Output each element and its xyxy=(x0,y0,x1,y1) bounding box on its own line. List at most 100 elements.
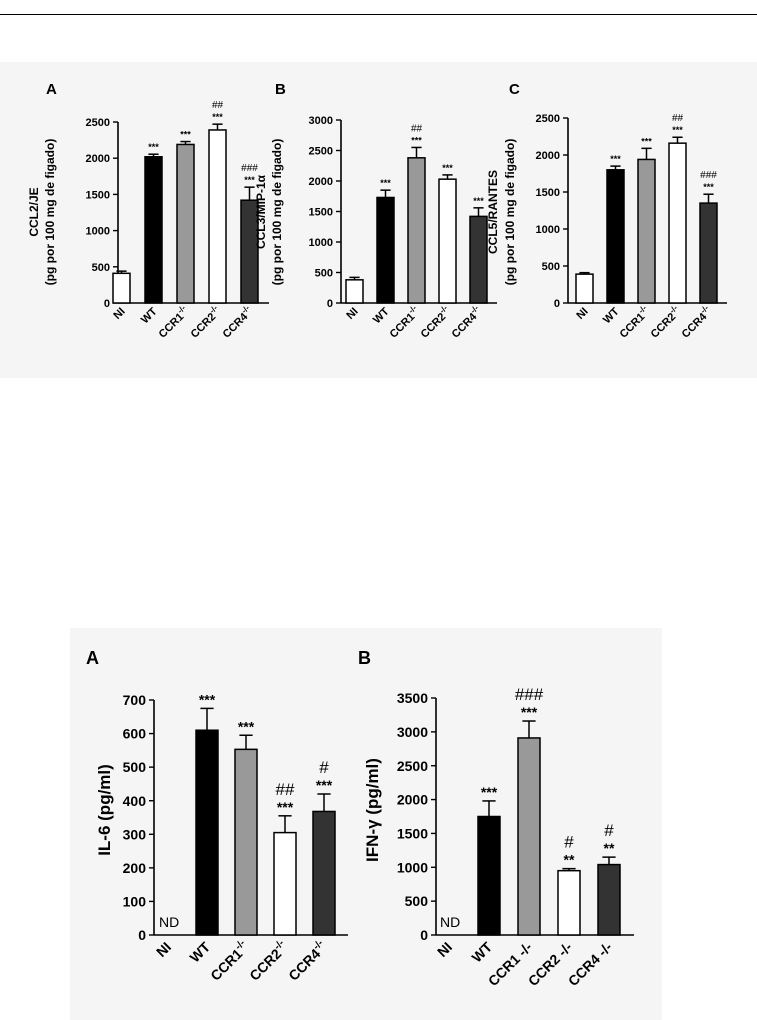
y-tick-label: 2000 xyxy=(309,176,333,188)
category-label-superscript: -/- xyxy=(699,303,711,315)
significance-stars: *** xyxy=(212,112,223,122)
y-tick-label: 0 xyxy=(420,927,428,943)
nd-label: ND xyxy=(440,914,460,930)
significance-stars: *** xyxy=(703,182,714,192)
y-tick-label: 3000 xyxy=(397,724,428,740)
y-tick-label: 0 xyxy=(327,298,333,310)
y-tick-label: 2500 xyxy=(309,145,333,157)
bar-ccr1 xyxy=(176,143,195,304)
y-tick-label: 700 xyxy=(123,692,147,708)
category-label: CCR1-/- xyxy=(206,938,252,984)
y-tick-label: 1500 xyxy=(536,187,560,199)
category-label-name: NI xyxy=(111,306,127,322)
page-top-rule xyxy=(0,14,757,15)
category-label: CCR1-/- xyxy=(155,303,192,340)
category-label-name: NI xyxy=(574,306,590,322)
category-label-name: WT xyxy=(186,938,213,965)
category-label-name: WT xyxy=(139,305,160,326)
significance-hashes: ### xyxy=(241,163,258,174)
category-label-superscript: -/- xyxy=(637,303,649,315)
bar-ccr4 xyxy=(469,215,488,304)
panel-letter: A xyxy=(86,648,99,668)
significance-stars: *** xyxy=(481,784,498,800)
bar-wt xyxy=(144,156,163,304)
bar-ccr2 xyxy=(668,142,687,304)
bar-wt xyxy=(606,169,625,304)
y-tick-label: 500 xyxy=(123,759,147,775)
y-tick-label: 1500 xyxy=(309,206,333,218)
significance-hashes: ## xyxy=(672,113,684,124)
panel-letter: B xyxy=(275,81,286,98)
significance-stars: *** xyxy=(316,777,333,793)
y-tick-label: 0 xyxy=(138,927,146,943)
y-tick-label: 3000 xyxy=(309,115,333,127)
significance-stars: ** xyxy=(604,840,615,856)
bar-ccr4 xyxy=(240,199,259,304)
chart-panel-figure_bottom-a: A 0 100 200 300 400 500 600 700 IL-6 (pg/ml) ND NI *… xyxy=(86,648,348,984)
significance-stars: *** xyxy=(473,196,484,206)
y-tick-label: 400 xyxy=(123,793,147,809)
significance-stars: *** xyxy=(238,718,255,734)
category-label-superscript: -/- xyxy=(469,303,481,315)
y-tick-label: 100 xyxy=(123,893,147,909)
significance-hashes: ### xyxy=(515,685,544,704)
category-label-superscript: -/- xyxy=(438,303,450,315)
category-label-name: CCR4 -/- xyxy=(565,939,616,990)
category-label: NI xyxy=(344,306,360,322)
y-tick-label: 0 xyxy=(104,298,110,310)
category-label: WT xyxy=(601,305,622,326)
bar-wt xyxy=(477,815,501,936)
bar-wt xyxy=(376,196,395,304)
significance-hashes: # xyxy=(564,833,574,852)
y-tick-label: 500 xyxy=(542,261,560,273)
panel-letter: B xyxy=(358,648,371,668)
y-tick-label: 500 xyxy=(405,893,429,909)
y-tick-label: 2000 xyxy=(397,792,428,808)
y-tick-label: 2500 xyxy=(397,758,428,774)
y-tick-label: 2000 xyxy=(536,150,560,162)
y-tick-label: 0 xyxy=(554,298,560,310)
significance-stars: *** xyxy=(199,691,216,707)
category-label-name: WT xyxy=(601,305,622,326)
y-tick-label: 1000 xyxy=(86,226,110,238)
significance-stars: *** xyxy=(521,704,538,720)
category-label: NI xyxy=(111,306,127,322)
y-axis-label: CCL2/JE xyxy=(27,187,41,236)
y-tick-label: 1000 xyxy=(309,237,333,249)
significance-hashes: ## xyxy=(276,780,295,799)
category-label-name: NI xyxy=(434,939,455,960)
y-tick-label: 1000 xyxy=(397,859,428,875)
category-label-name: WT xyxy=(371,305,392,326)
panel-letter: C xyxy=(509,81,520,98)
significance-hashes: # xyxy=(319,758,329,777)
category-label: CCR4-/- xyxy=(448,303,485,340)
category-label: CCR4-/- xyxy=(678,303,715,340)
significance-hashes: ### xyxy=(700,170,717,181)
significance-stars: *** xyxy=(277,799,294,815)
bar-ccr4- xyxy=(597,863,621,936)
bar-ni xyxy=(575,273,594,304)
y-axis-label: IFN-γ (pg/ml) xyxy=(363,758,382,862)
figure-bottom-background xyxy=(70,628,662,1020)
y-tick-label: 600 xyxy=(123,726,147,742)
bar-ccr1- xyxy=(517,737,541,936)
bar-wt xyxy=(195,729,219,936)
category-label: WT xyxy=(468,938,495,965)
category-label: WT xyxy=(186,938,213,965)
category-label: CCR1-/- xyxy=(386,303,423,340)
chart-panel-figure_top-c: C 0 500 1000 1500 2000 2500 CCL5/RANTES (pg por … xyxy=(486,81,727,341)
category-label-superscript: -/- xyxy=(407,303,419,315)
category-label: NI xyxy=(574,306,590,322)
significance-stars: ** xyxy=(564,852,575,868)
category-label-superscript: -/- xyxy=(208,303,220,315)
category-label: CCR2-/- xyxy=(245,938,291,984)
y-tick-label: 500 xyxy=(92,262,110,274)
category-label: WT xyxy=(139,305,160,326)
category-label-name: WT xyxy=(468,938,495,965)
chart-panel-figure_bottom-b: B 0 500 1000 1500 2000 2500 3000 3500 IFN-γ (pg/m… xyxy=(358,648,634,989)
y-tick-label: 300 xyxy=(123,826,147,842)
panel-letter: A xyxy=(46,81,57,98)
significance-stars: *** xyxy=(610,154,621,164)
category-label: CCR1-/- xyxy=(616,303,653,340)
y-tick-label: 500 xyxy=(315,267,333,279)
